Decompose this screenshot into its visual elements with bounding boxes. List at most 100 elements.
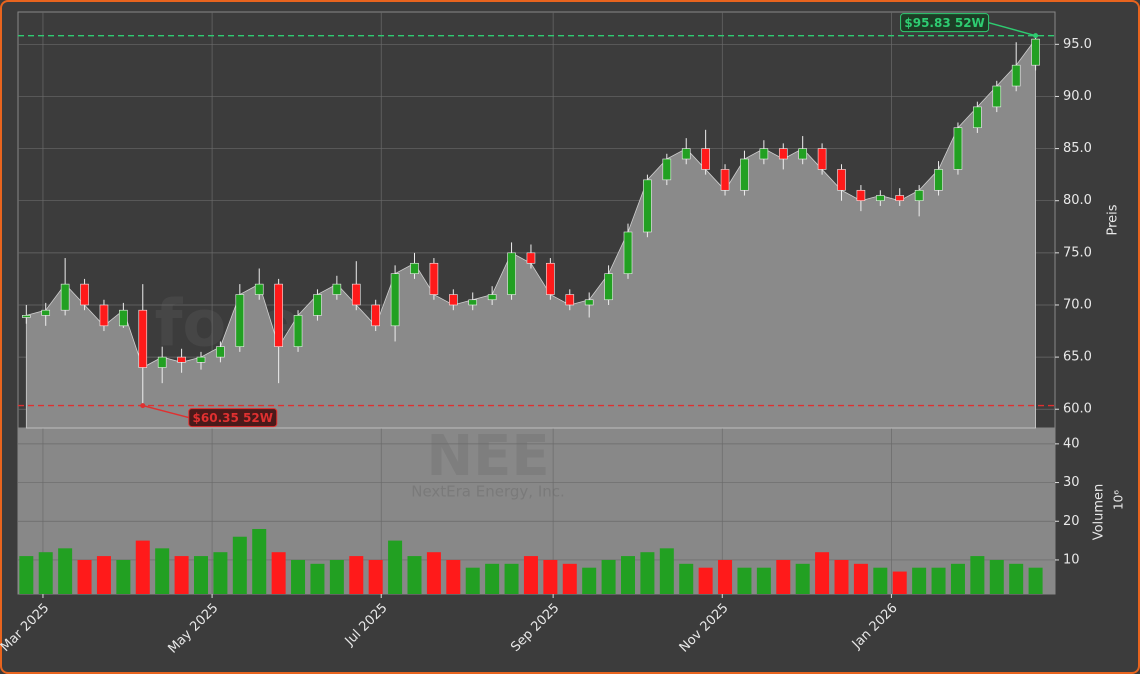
volume-bar (329, 559, 344, 594)
volume-bar (446, 559, 461, 594)
volume-bar (698, 567, 713, 594)
candle-body (720, 169, 730, 191)
candle-body (604, 273, 613, 301)
volume-bar (970, 556, 985, 594)
volume-bar (504, 563, 519, 594)
volume-bar (873, 567, 888, 594)
candle-body (80, 283, 89, 306)
volume-bar (737, 567, 752, 594)
candle-body (138, 309, 148, 368)
y-tick-label: 10 (1063, 552, 1080, 567)
candle-body (856, 189, 866, 202)
x-tick-label: Sep 2025 (508, 601, 562, 655)
candle-body (41, 309, 51, 316)
candle-body (60, 283, 70, 311)
volume-bar (989, 559, 1004, 594)
volume-bar (562, 563, 577, 594)
annotation-arrow-head (1033, 33, 1039, 39)
candle-body (817, 148, 827, 170)
volume-bar (135, 540, 150, 594)
volume-bar (388, 540, 403, 594)
candle-body (507, 252, 516, 295)
volume-bar (291, 559, 306, 594)
x-tick-label: Jan 2026 (849, 601, 901, 653)
candle-body (584, 299, 594, 306)
x-tick-label: May 2025 (165, 601, 221, 657)
volume-bar (194, 556, 208, 594)
volume-bar (912, 567, 927, 594)
candle-body (837, 169, 846, 191)
x-tick-label: Mar 2025 (0, 601, 52, 655)
candle-body (701, 148, 710, 170)
volume-bar (310, 563, 325, 594)
volume-bar (96, 556, 111, 594)
candle-body (351, 283, 361, 306)
candle-body (313, 294, 322, 316)
candle-body (526, 252, 536, 264)
volume-bar (271, 552, 286, 594)
candle-body (410, 262, 419, 274)
candle-body (99, 304, 109, 327)
candle-body (449, 294, 458, 306)
x-tick-label: Jul 2025 (342, 601, 391, 650)
candle-body (876, 195, 885, 202)
volume-bar (776, 559, 791, 594)
volume-bar (174, 556, 189, 594)
volume-bar (155, 548, 170, 594)
volume-multiplier: 10⁶ (1112, 490, 1126, 510)
volume-bar (815, 552, 830, 594)
volume-bar (38, 552, 53, 594)
candle-body (332, 283, 342, 295)
volume-bar (834, 559, 849, 594)
candle-body (934, 169, 943, 191)
candle-body (371, 304, 380, 327)
candle-body (429, 262, 439, 295)
candle-body (895, 195, 905, 202)
candle-body (254, 283, 264, 295)
volume-bar (368, 559, 383, 594)
candle-body (546, 262, 555, 295)
candle-body (643, 179, 652, 233)
annotation-box (900, 13, 990, 33)
y-tick-label: 90.0 (1063, 89, 1092, 104)
volume-bar (523, 556, 538, 594)
volume-bar (853, 563, 868, 594)
candle-body (992, 85, 1002, 108)
candle-body (778, 148, 788, 160)
y-tick-label: 95.0 (1063, 37, 1092, 52)
candle-body (196, 356, 206, 363)
volume-bar (659, 548, 674, 594)
candle-body (177, 356, 186, 363)
volume-bar (621, 556, 635, 594)
candle-body (681, 148, 691, 160)
volume-bar (950, 563, 965, 594)
volume-bar (58, 548, 73, 594)
candle-body (1011, 64, 1021, 87)
volume-bar (116, 559, 131, 594)
annotation-arrow-head (140, 403, 146, 409)
volume-bar (77, 559, 92, 594)
y-tick-label: 70.0 (1063, 297, 1092, 312)
candle-body (914, 189, 924, 202)
volume-bar (465, 567, 480, 594)
y-tick-label: 20 (1063, 514, 1080, 529)
watermark-symbol: NEE (426, 424, 549, 489)
y-tick-label: 85.0 (1063, 141, 1092, 156)
volume-bar (931, 567, 946, 594)
volume-bar (892, 571, 907, 594)
candle-body (973, 106, 982, 129)
volume-bar (601, 559, 616, 594)
volume-bar (19, 556, 34, 594)
candle-body (953, 127, 963, 170)
annotation: $60.35 52W (140, 403, 278, 428)
y-tick-label: 60.0 (1063, 402, 1092, 417)
volume-axis-label: Volumen (1092, 484, 1107, 541)
volume-bar (426, 552, 441, 594)
candle-body (1031, 38, 1040, 66)
annotation-box (188, 408, 278, 428)
volume-bar (543, 559, 558, 594)
annotation: $95.83 52W (900, 13, 1039, 39)
y-axis-label: Preis (1106, 204, 1121, 235)
volume-bar (407, 556, 422, 594)
candle-body (487, 294, 497, 301)
